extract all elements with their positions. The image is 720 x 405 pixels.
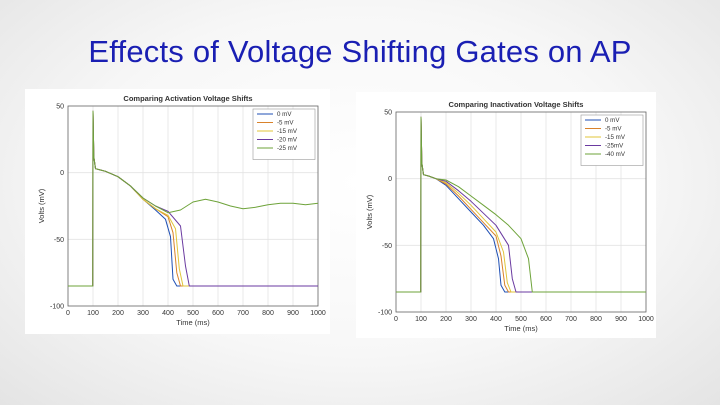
x-tick-label: 0 bbox=[394, 316, 398, 323]
x-tick-label: 300 bbox=[465, 316, 477, 323]
y-tick-label: -50 bbox=[54, 237, 64, 244]
x-tick-label: 700 bbox=[565, 316, 577, 323]
x-tick-label: 600 bbox=[212, 310, 224, 317]
x-tick-label: 900 bbox=[615, 316, 627, 323]
legend-box bbox=[252, 108, 316, 160]
y-tick-label: 50 bbox=[56, 104, 64, 111]
chart-title: Comparing Activation Voltage Shifts bbox=[123, 94, 252, 103]
legend-label: -25mV bbox=[605, 143, 624, 150]
legend-box bbox=[580, 114, 644, 166]
x-tick-label: 400 bbox=[490, 316, 502, 323]
plot-area bbox=[395, 111, 647, 313]
x-tick-label: 0 bbox=[66, 310, 70, 317]
chart-title: Comparing Inactivation Voltage Shifts bbox=[449, 100, 584, 109]
activation-chart-panel: 0 100 200 300 400 500 600 700 800 900 1000 -100 -50 0… bbox=[25, 89, 330, 334]
legend-label: -25 mV bbox=[277, 145, 298, 152]
slide-title: Effects of Voltage Shifting Gates on AP bbox=[88, 34, 632, 69]
legend-label: -5 mV bbox=[605, 126, 622, 133]
legend-label: -20 mV bbox=[277, 137, 298, 144]
x-tick-label: 800 bbox=[590, 316, 602, 323]
y-axis-label: Volts (mV) bbox=[37, 188, 46, 223]
x-tick-label: 100 bbox=[87, 310, 99, 317]
legend: 0 mV -5 mV-15 mV -20 mV-25 mV bbox=[252, 108, 316, 160]
x-tick-label: 1000 bbox=[310, 310, 326, 317]
x-tick-label: 1000 bbox=[638, 316, 654, 323]
x-tick-label: 100 bbox=[415, 316, 427, 323]
y-tick-label: 0 bbox=[60, 170, 64, 177]
legend-label: -40 mV bbox=[605, 151, 626, 158]
x-tick-label: 800 bbox=[262, 310, 274, 317]
legend-label: 0 mV bbox=[605, 117, 620, 124]
legend-label: 0 mV bbox=[277, 111, 292, 118]
x-tick-label: 600 bbox=[540, 316, 552, 323]
legend-label: -5 mV bbox=[277, 120, 294, 127]
x-tick-label: 900 bbox=[287, 310, 299, 317]
x-tick-label: 700 bbox=[237, 310, 249, 317]
y-tick-label: -100 bbox=[50, 304, 64, 311]
x-tick-label: 200 bbox=[440, 316, 452, 323]
activation-chart: 0 100 200 300 400 500 600 700 800 900 1000-100-500… bbox=[37, 94, 326, 327]
legend-label: -15 mV bbox=[277, 128, 298, 135]
series-line bbox=[396, 116, 646, 293]
y-tick-label: -50 bbox=[382, 243, 392, 250]
x-tick-label: 200 bbox=[112, 310, 124, 317]
x-axis-label: Time (ms) bbox=[504, 324, 538, 333]
y-tick-label: 50 bbox=[384, 110, 392, 117]
legend: 0 mV -5 mV-15 mV -25mV-40 mV bbox=[580, 114, 644, 166]
plot-area bbox=[67, 105, 319, 307]
y-tick-label: -100 bbox=[378, 310, 392, 317]
inactivation-chart-panel: 0 100 200 300 400 500 600 700 800 900 1000 -100 -50 0… bbox=[356, 92, 656, 338]
series-line bbox=[68, 110, 319, 287]
x-axis-label: Time (ms) bbox=[176, 318, 210, 327]
x-tick-label: 500 bbox=[515, 316, 527, 323]
x-tick-label: 500 bbox=[187, 310, 199, 317]
x-tick-label: 300 bbox=[137, 310, 149, 317]
y-tick-label: 0 bbox=[388, 176, 392, 183]
x-tick-label: 400 bbox=[162, 310, 174, 317]
legend-label: -15 mV bbox=[605, 134, 626, 141]
inactivation-chart: 0 100 200 300 400 500 600 700 800 900 1000-100-500… bbox=[365, 100, 654, 333]
y-axis-label: Volts (mV) bbox=[365, 194, 374, 229]
